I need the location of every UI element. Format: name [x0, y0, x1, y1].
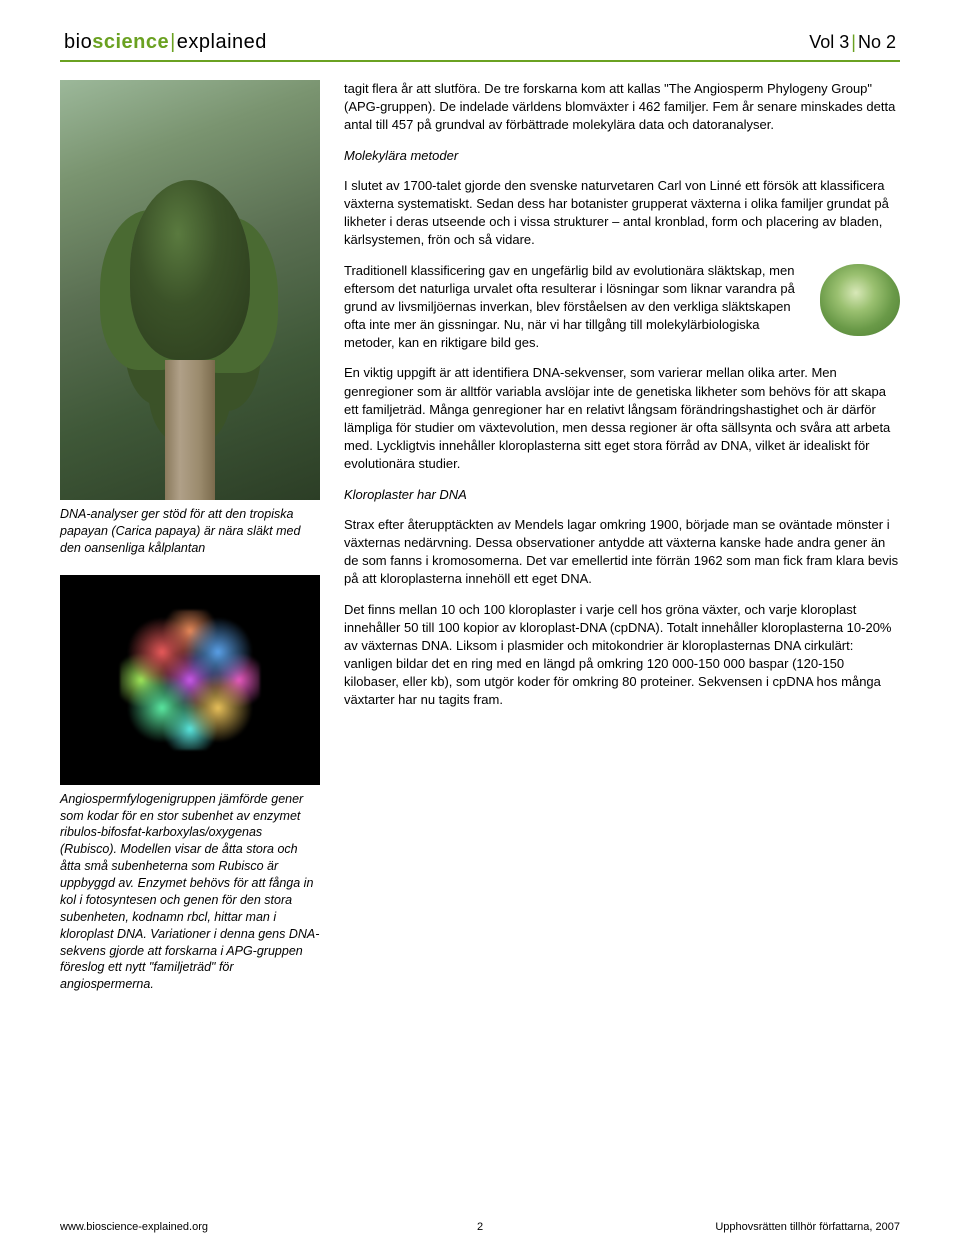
brand-bio: bio: [64, 31, 92, 53]
main-text-column: tagit flera år att slutföra. De tre fors…: [344, 80, 900, 1011]
brand-explained: explained: [177, 31, 267, 53]
brand-title: bioscience|explained: [64, 28, 267, 56]
figure-cabbage: [820, 264, 900, 336]
footer-url: www.bioscience-explained.org: [60, 1220, 208, 1235]
page-header: bioscience|explained Vol 3|No 2: [60, 28, 900, 58]
footer-copyright: Upphovsrätten tillhör författarna, 2007: [715, 1220, 900, 1235]
page: bioscience|explained Vol 3|No 2 DNA-anal…: [0, 0, 960, 1253]
caption-rubisco: Angiospermfylogenigruppen jämförde gener…: [60, 791, 320, 994]
left-column: DNA-analyser ger stöd för att den tropis…: [60, 80, 320, 1011]
volume-issue: Vol 3|No 2: [809, 30, 896, 55]
caption-papaya: DNA-analyser ger stöd för att den tropis…: [60, 506, 320, 557]
section2-para2: Det finns mellan 10 och 100 kloroplaster…: [344, 601, 900, 710]
header-rule: [60, 60, 900, 62]
section1-para2: Traditionell klassificering gav en ungef…: [344, 262, 900, 353]
two-column-layout: DNA-analyser ger stöd för att den tropis…: [60, 80, 900, 1011]
section-heading-molecular: Molekylära metoder: [344, 147, 900, 165]
no-label: No 2: [858, 32, 896, 52]
section1-para1: I slutet av 1700-talet gjorde den svensk…: [344, 177, 900, 250]
footer-page-number: 2: [477, 1220, 483, 1235]
page-footer: www.bioscience-explained.org 2 Upphovsrä…: [60, 1220, 900, 1235]
intro-paragraph: tagit flera år att slutföra. De tre fors…: [344, 80, 900, 135]
vol-label: Vol 3: [809, 32, 849, 52]
section1-para3: En viktig uppgift är att identifiera DNA…: [344, 364, 900, 473]
brand-divider: |: [170, 31, 176, 53]
figure-rubisco: [60, 575, 320, 785]
figure-papaya: [60, 80, 320, 500]
section1-para2-wrap: Traditionell klassificering gav en ungef…: [344, 262, 900, 353]
vol-divider: |: [851, 32, 856, 52]
brand-science: science: [92, 31, 169, 53]
section2-para1: Strax efter återupptäckten av Mendels la…: [344, 516, 900, 589]
section-heading-chloroplast: Kloroplaster har DNA: [344, 486, 900, 504]
